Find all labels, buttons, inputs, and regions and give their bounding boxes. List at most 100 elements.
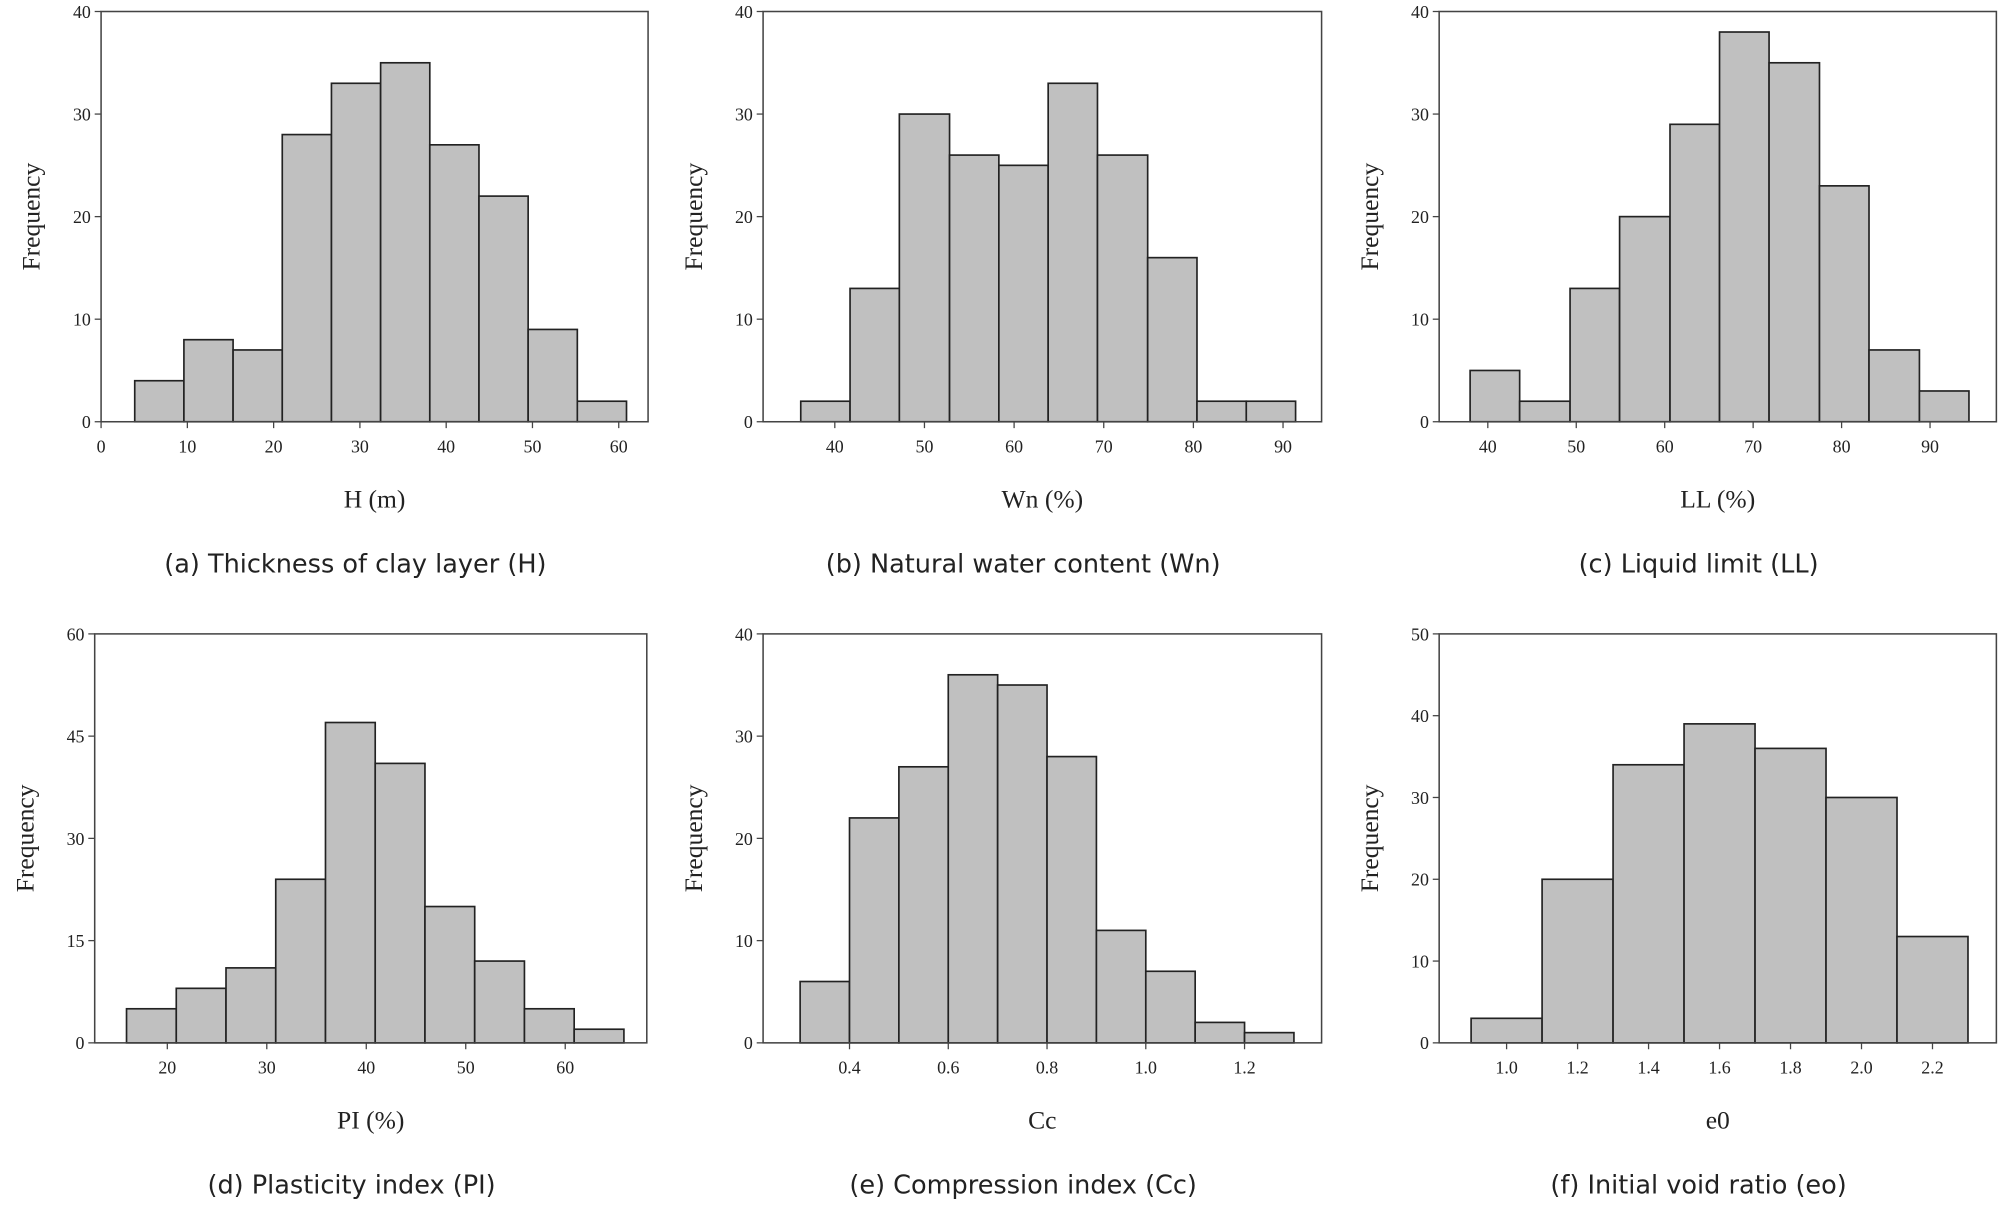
bar bbox=[898, 765, 950, 1044]
bar bbox=[1918, 390, 1970, 423]
bar bbox=[183, 338, 234, 423]
y-tick-label: 10 bbox=[1411, 951, 1429, 971]
y-tick-label: 40 bbox=[735, 2, 753, 22]
bar bbox=[1046, 755, 1098, 1044]
bar bbox=[1612, 763, 1685, 1044]
y-tick-label: 0 bbox=[76, 1033, 85, 1053]
y-tick-label: 45 bbox=[67, 727, 85, 747]
bar bbox=[998, 164, 1049, 423]
bar bbox=[175, 987, 227, 1044]
x-axis-label: Wn (%) bbox=[1002, 484, 1084, 513]
bar bbox=[1095, 929, 1147, 1044]
x-tick-label: 1.6 bbox=[1708, 1058, 1730, 1078]
bar bbox=[324, 721, 377, 1044]
y-tick-label: 30 bbox=[1411, 104, 1429, 124]
x-tick-label: 0.4 bbox=[838, 1058, 860, 1078]
bar bbox=[1146, 256, 1198, 423]
x-axis-label: H (m) bbox=[344, 484, 406, 513]
y-axis-label: Frequency bbox=[679, 162, 708, 270]
x-tick-label: 80 bbox=[1833, 436, 1851, 456]
bar bbox=[799, 400, 851, 423]
bar bbox=[1518, 400, 1571, 423]
y-tick-label: 30 bbox=[1411, 788, 1429, 808]
bar bbox=[225, 967, 277, 1044]
y-tick-label: 40 bbox=[73, 2, 91, 22]
bar bbox=[1618, 215, 1671, 423]
bar bbox=[1096, 154, 1149, 423]
bar bbox=[428, 144, 480, 423]
bar bbox=[1470, 1017, 1543, 1044]
y-tick-label: 30 bbox=[67, 829, 85, 849]
bar bbox=[573, 1028, 625, 1044]
y-tick-label: 20 bbox=[735, 207, 753, 227]
bar bbox=[1047, 82, 1099, 423]
bar bbox=[523, 1007, 576, 1044]
x-tick-label: 70 bbox=[1744, 436, 1762, 456]
caption: (d) Plasticity index (PI) bbox=[208, 1171, 496, 1201]
bar bbox=[848, 817, 900, 1044]
bar bbox=[1818, 185, 1870, 423]
x-tick-label: 60 bbox=[1005, 436, 1023, 456]
y-tick-label: 10 bbox=[73, 310, 91, 330]
y-tick-label: 40 bbox=[1411, 706, 1429, 726]
bar bbox=[1469, 369, 1521, 423]
y-tick-label: 20 bbox=[73, 207, 91, 227]
x-tick-label: 90 bbox=[1274, 436, 1292, 456]
y-tick-label: 0 bbox=[744, 1033, 753, 1053]
x-tick-label: 40 bbox=[1479, 436, 1497, 456]
y-tick-label: 30 bbox=[73, 104, 91, 124]
bar bbox=[947, 673, 999, 1044]
bar bbox=[1825, 796, 1898, 1044]
bar bbox=[799, 980, 851, 1044]
bar bbox=[330, 82, 382, 423]
x-axis-label: LL (%) bbox=[1680, 484, 1755, 513]
y-axis-label: Frequency bbox=[1355, 162, 1384, 270]
x-axis-label: PI (%) bbox=[337, 1105, 404, 1134]
bar bbox=[232, 349, 284, 423]
x-tick-label: 0.6 bbox=[937, 1058, 959, 1078]
y-tick-label: 20 bbox=[1411, 207, 1429, 227]
y-tick-label: 50 bbox=[1411, 624, 1429, 644]
x-tick-label: 40 bbox=[437, 436, 455, 456]
bar bbox=[1541, 878, 1614, 1044]
caption: (a) Thickness of clay layer (H) bbox=[164, 550, 546, 580]
x-tick-label: 1.4 bbox=[1637, 1058, 1659, 1078]
bar bbox=[1718, 31, 1770, 423]
x-tick-label: 50 bbox=[457, 1058, 475, 1078]
x-tick-label: 1.8 bbox=[1779, 1058, 1801, 1078]
bar bbox=[424, 905, 476, 1044]
x-tick-label: 10 bbox=[178, 436, 196, 456]
x-tick-label: 50 bbox=[524, 436, 542, 456]
x-tick-label: 30 bbox=[258, 1058, 276, 1078]
x-tick-label: 2.0 bbox=[1850, 1058, 1872, 1078]
y-tick-label: 40 bbox=[1411, 2, 1429, 22]
bar bbox=[1868, 349, 1921, 423]
x-tick-label: 20 bbox=[265, 436, 283, 456]
x-tick-label: 30 bbox=[351, 436, 369, 456]
bar bbox=[478, 195, 529, 423]
caption: (f) Initial void ratio (eo) bbox=[1550, 1171, 1846, 1201]
y-tick-label: 30 bbox=[735, 104, 753, 124]
bar bbox=[948, 154, 1000, 423]
y-tick-label: 10 bbox=[1411, 310, 1429, 330]
x-tick-label: 20 bbox=[158, 1058, 176, 1078]
x-tick-label: 60 bbox=[610, 436, 628, 456]
y-axis-label: Frequency bbox=[1355, 784, 1384, 892]
caption: (e) Compression index (Cc) bbox=[849, 1171, 1196, 1201]
plot-frame bbox=[1438, 633, 1998, 1044]
bar bbox=[1243, 1031, 1295, 1044]
bar bbox=[1569, 287, 1621, 423]
bar bbox=[1896, 935, 1969, 1044]
x-tick-label: 60 bbox=[556, 1058, 574, 1078]
y-tick-label: 30 bbox=[735, 727, 753, 747]
bar bbox=[1669, 123, 1721, 423]
caption: (b) Natural water content (Wn) bbox=[826, 550, 1221, 580]
y-axis-label: Frequency bbox=[17, 162, 46, 270]
bar bbox=[1194, 1021, 1246, 1044]
y-axis-label: Frequency bbox=[679, 784, 708, 892]
x-tick-label: 40 bbox=[357, 1058, 375, 1078]
bar bbox=[274, 878, 327, 1044]
bar bbox=[374, 762, 426, 1044]
y-tick-label: 40 bbox=[735, 624, 753, 644]
x-tick-label: 70 bbox=[1095, 436, 1113, 456]
